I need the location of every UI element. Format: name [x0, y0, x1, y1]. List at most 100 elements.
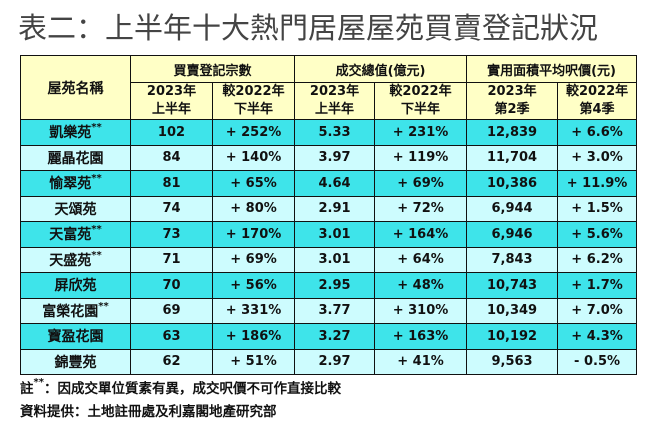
- subheader-line: 上半年: [315, 102, 355, 117]
- value-cell: + 163%: [374, 323, 468, 350]
- footnote: 註**：因成交單位質素有異，成交呎價不可作直接比較: [20, 377, 341, 397]
- value-cell: + 80%: [211, 195, 296, 222]
- value-cell: + 6.6%: [557, 119, 638, 146]
- value-cell: 3.77: [294, 297, 376, 324]
- value-cell: + 65%: [211, 170, 296, 197]
- header-transactions: 買賣登記宗數: [129, 55, 296, 83]
- header-avg-price: 實用面積平均呎價(元): [466, 55, 638, 83]
- subheader-line: 上半年: [151, 102, 191, 117]
- value-cell: 2.91: [294, 195, 376, 222]
- asterisk-mark: **: [91, 224, 102, 236]
- subheader-line: 第4季: [579, 102, 615, 117]
- value-cell: 3.01: [294, 246, 376, 273]
- subheader-5: 較2022年 第4季: [557, 82, 638, 120]
- estate-name-cell: 屏欣苑: [20, 272, 131, 299]
- value-cell: + 310%: [374, 297, 468, 324]
- estate-name: 屏欣苑: [54, 278, 97, 295]
- asterisk-mark: **: [91, 122, 102, 134]
- value-cell: + 164%: [374, 221, 468, 248]
- page-title: 表二：上半年十大熱門居屋屋苑買賣登記狀況: [18, 11, 599, 45]
- subheader-2: 2023年上半年: [294, 82, 376, 120]
- value-cell: 10,349: [466, 297, 559, 324]
- estate-name: 富榮花園: [42, 303, 99, 320]
- value-cell: + 6.2%: [557, 246, 638, 273]
- value-cell: + 186%: [211, 323, 296, 350]
- value-cell: 2.95: [294, 272, 376, 299]
- estate-name: 錦豐苑: [54, 354, 97, 371]
- value-cell: 71: [130, 246, 213, 273]
- table-row: 錦豐苑 62 + 51% 2.97 + 41% 9,563- 0.5%: [20, 348, 638, 375]
- value-cell: + 170%: [211, 221, 296, 248]
- value-cell: + 3.0%: [557, 144, 638, 171]
- value-cell: 10,743: [466, 272, 559, 299]
- table-row: 天盛苑** 71 + 69% 3.01 + 64% 7,843 + 6.2%: [20, 246, 638, 273]
- footnote-text: ：因成交單位質素有異，成交呎價不可作直接比較: [43, 381, 341, 397]
- estate-name-cell: 天頌苑: [20, 195, 131, 222]
- header-total-value: 成交總值(億元): [294, 55, 468, 83]
- table-body: 凱樂苑** 102 + 252% 5.33 + 231% 12,839 + 6.6% 麗晶花園…: [20, 119, 638, 375]
- value-cell: 9,563: [466, 348, 559, 375]
- value-cell: 10,386: [466, 170, 559, 197]
- value-cell: 7,843: [466, 246, 559, 273]
- table-row: 凱樂苑** 102 + 252% 5.33 + 231% 12,839 + 6.6%: [20, 119, 638, 146]
- value-cell: + 4.3%: [557, 323, 638, 350]
- footnote-prefix: 註: [20, 381, 34, 397]
- estate-name-cell: 麗晶花園: [20, 144, 131, 171]
- header-estate-name: 屋苑名稱: [20, 55, 131, 120]
- value-cell: 81: [130, 170, 213, 197]
- table-row: 天富苑** 73 + 170% 3.01 + 164% 6,946 + 5.6%: [20, 221, 638, 248]
- estate-name-cell: 凱樂苑**: [20, 119, 131, 146]
- estate-name-cell: 天盛苑**: [20, 246, 131, 273]
- estate-name: 麗晶花園: [47, 150, 104, 167]
- subheader-1: 較2022年 下半年: [211, 82, 296, 120]
- table-row: 天頌苑 74 + 80% 2.91 + 72% 6,944 + 1.5%: [20, 195, 638, 222]
- estate-name: 天頌苑: [54, 201, 97, 218]
- estate-name-cell: 錦豐苑: [20, 348, 131, 375]
- value-cell: 69: [130, 297, 213, 324]
- value-cell: 11,704: [466, 144, 559, 171]
- value-cell: 62: [130, 348, 213, 375]
- subheader-0: 2023年上半年: [130, 82, 213, 120]
- value-cell: + 331%: [211, 297, 296, 324]
- subheader-line: 下半年: [234, 102, 274, 117]
- value-cell: 3.97: [294, 144, 376, 171]
- value-cell: + 48%: [374, 272, 468, 299]
- value-cell: 6,944: [466, 195, 559, 222]
- value-cell: 12,839: [466, 119, 559, 146]
- subheader-line: 2023年: [309, 84, 360, 99]
- subheader-line: 較2022年: [565, 84, 629, 99]
- subheader-4: 2023年 第2季: [466, 82, 559, 120]
- value-cell: 70: [130, 272, 213, 299]
- subheader-line: 2023年: [146, 84, 197, 99]
- subheader-line: 較2022年: [389, 84, 452, 99]
- footnote-mark: **: [33, 377, 44, 388]
- value-cell: + 119%: [374, 144, 468, 171]
- value-cell: 73: [130, 221, 213, 248]
- estate-name: 天富苑: [49, 227, 92, 244]
- value-cell: + 41%: [374, 348, 468, 375]
- value-cell: 6,946: [466, 221, 559, 248]
- value-cell: 74: [130, 195, 213, 222]
- asterisk-mark: **: [91, 249, 102, 261]
- value-cell: + 72%: [374, 195, 468, 222]
- subheader-3: 較2022年 下半年: [374, 82, 468, 120]
- value-cell: + 51%: [211, 348, 296, 375]
- value-cell: + 252%: [211, 119, 296, 146]
- table-row: 寶盈花園 63 + 186% 3.27 + 163% 10,192 + 4.3%: [20, 323, 638, 350]
- subheader-line: 較2022年: [222, 84, 285, 99]
- table-row: 麗晶花園 84 + 140% 3.97 + 119% 11,704 + 3.0%: [20, 144, 638, 171]
- value-cell: + 5.6%: [557, 221, 638, 248]
- value-cell: + 56%: [211, 272, 296, 299]
- value-cell: + 1.7%: [557, 272, 638, 299]
- value-cell: 10,192: [466, 323, 559, 350]
- source-note: 資料提供：土地註冊處及利嘉閣地產研究部: [20, 404, 277, 420]
- value-cell: - 0.5%: [557, 348, 638, 375]
- value-cell: 102: [130, 119, 213, 146]
- value-cell: + 64%: [374, 246, 468, 273]
- table-row: 愉翠苑** 81 + 65% 4.64 + 69% 10,386 + 11.9%: [20, 170, 638, 197]
- estate-name-cell: 富榮花園**: [20, 297, 131, 324]
- value-cell: + 11.9%: [557, 170, 638, 197]
- estate-name: 寶盈花園: [47, 329, 104, 346]
- value-cell: + 140%: [211, 144, 296, 171]
- subheader-line: 第2季: [494, 102, 530, 117]
